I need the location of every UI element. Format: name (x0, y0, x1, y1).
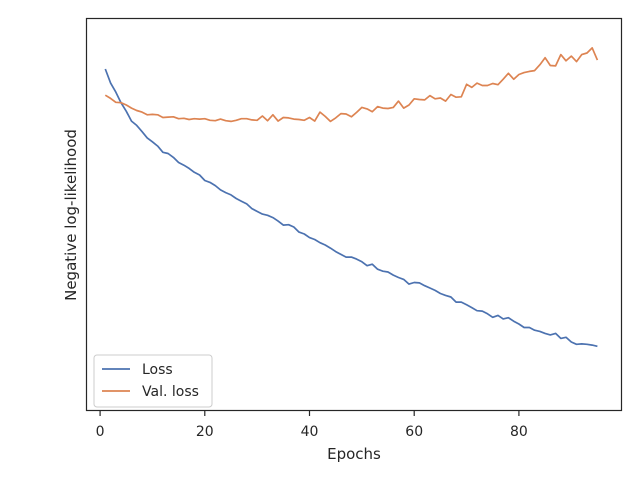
series-line-loss (104, 68, 598, 348)
x-tick-label: 0 (96, 424, 105, 440)
legend: Loss Val. loss (93, 354, 213, 408)
x-axis-ticks: 0 20 40 60 80 (96, 410, 528, 440)
legend-label-val-loss: Val. loss (142, 384, 199, 400)
x-tick-label: 20 (196, 424, 214, 440)
plot-frame (85, 17, 623, 412)
y-axis-label: Negative log-likelihood (62, 129, 80, 301)
x-tick-label: 60 (405, 424, 423, 440)
x-tick-label: 40 (301, 424, 319, 440)
series-lines (104, 47, 599, 348)
x-axis-label: Epochs (327, 445, 381, 463)
series-line-val-loss (104, 47, 599, 123)
x-tick-label: 80 (510, 424, 528, 440)
legend-label-loss: Loss (142, 362, 173, 378)
legend-box (93, 354, 213, 408)
